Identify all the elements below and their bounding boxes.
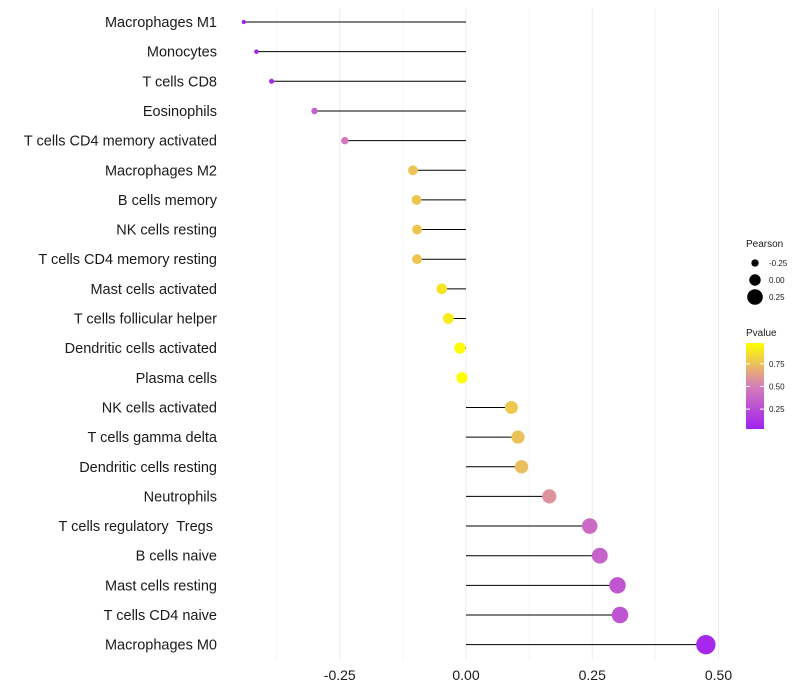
category-label: T cells CD4 memory activated: [24, 134, 217, 150]
category-label: T cells gamma delta: [88, 430, 218, 446]
color-legend-label: 0.75: [769, 360, 785, 369]
data-point: [411, 194, 422, 205]
color-legend-ticks: 0.75 0.50 0.25: [746, 360, 785, 414]
grid-lines: [276, 8, 719, 660]
stems: [243, 21, 706, 646]
data-point: [591, 547, 608, 564]
size-legend-label: 0.00: [769, 276, 785, 285]
data-point: [254, 49, 259, 54]
size-legend: -0.25 0.00 0.25: [747, 259, 788, 305]
data-point: [504, 400, 518, 414]
color-legend-title: Pvalue: [746, 328, 777, 339]
category-label: T cells CD8: [142, 74, 217, 90]
category-label: NK cells resting: [116, 223, 217, 239]
category-label: T cells CD4 naive: [104, 608, 217, 624]
size-legend-dot: [749, 274, 761, 286]
legend: Pearson -0.25 0.00 0.25 Pvalue 0.75 0.50 0.2…: [746, 239, 788, 429]
category-label: Macrophages M0: [105, 638, 217, 654]
data-point: [408, 165, 418, 176]
y-axis-labels: Macrophages M1 Monocytes T cells CD8 Eosino…: [24, 15, 218, 654]
data-point: [269, 78, 275, 84]
size-legend-label: -0.25: [769, 259, 788, 268]
category-label: T cells regulatory Tregs: [59, 519, 218, 535]
color-legend-label: 0.25: [769, 405, 785, 414]
category-label: T cells follicular helper: [74, 312, 217, 328]
category-label: Dendritic cells activated: [65, 341, 217, 357]
category-label: Mast cells activated: [90, 282, 217, 298]
category-label: Macrophages M2: [105, 163, 217, 179]
category-label: Macrophages M1: [105, 15, 217, 31]
data-point: [412, 254, 422, 265]
x-tick-label: -0.25: [324, 667, 356, 683]
size-legend-label: 0.25: [769, 293, 785, 302]
data-point: [511, 430, 525, 444]
data-point: [341, 136, 349, 145]
data-point: [311, 107, 318, 115]
category-label: Plasma cells: [136, 371, 217, 387]
category-label: Monocytes: [147, 45, 217, 61]
data-point: [412, 224, 422, 235]
points: [241, 19, 716, 655]
data-point: [609, 577, 626, 594]
size-legend-title: Pearson: [746, 239, 783, 250]
data-point: [696, 634, 716, 655]
data-point: [581, 518, 598, 534]
data-point: [611, 606, 629, 624]
data-point: [456, 372, 468, 384]
x-tick-label: 0.50: [705, 667, 732, 683]
category-label: NK cells activated: [102, 400, 217, 416]
x-axis-ticks: -0.25 0.00 0.25 0.50: [324, 667, 733, 683]
x-tick-label: 0.00: [452, 667, 479, 683]
size-legend-dot: [747, 289, 763, 305]
data-point: [241, 19, 246, 25]
category-label: Mast cells resting: [105, 578, 217, 594]
data-point: [454, 342, 466, 354]
category-label: T cells CD4 memory resting: [38, 252, 217, 268]
category-label: B cells memory: [118, 193, 218, 209]
category-label: B cells naive: [136, 549, 217, 565]
x-tick-label: 0.25: [579, 667, 606, 683]
category-label: Neutrophils: [144, 489, 217, 505]
data-point: [442, 313, 454, 324]
category-label: Eosinophils: [143, 104, 217, 120]
data-point: [542, 489, 557, 504]
data-point: [436, 283, 448, 295]
color-legend-label: 0.50: [769, 382, 785, 391]
category-label: Dendritic cells resting: [79, 460, 217, 476]
size-legend-dot: [751, 259, 759, 267]
color-legend-bar: [746, 343, 764, 429]
data-point: [514, 460, 529, 474]
